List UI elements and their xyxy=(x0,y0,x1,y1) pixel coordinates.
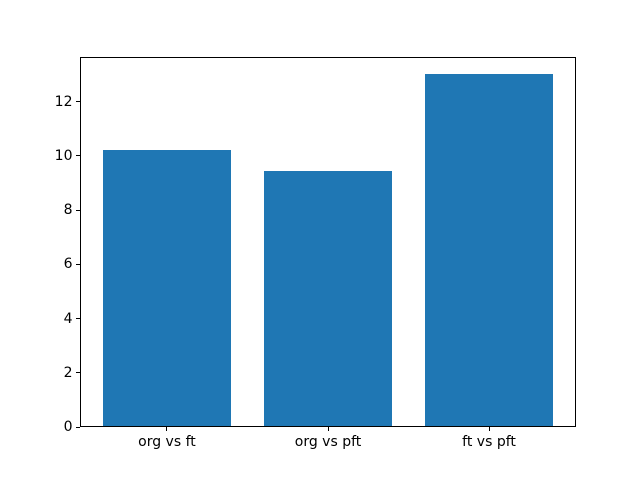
plot-area xyxy=(80,57,576,427)
y-tick-label: 2 xyxy=(63,364,73,381)
y-tick-mark xyxy=(76,318,80,320)
y-tick-mark xyxy=(76,155,80,157)
bar-org-vs-pft xyxy=(263,171,393,426)
bar-ft-vs-pft xyxy=(424,73,554,426)
x-tick-label: org vs pft xyxy=(294,434,362,450)
y-tick-label: 0 xyxy=(63,419,73,435)
x-tick-label: ft vs pft xyxy=(462,434,516,450)
x-tick-mark xyxy=(488,427,490,431)
y-tick-mark xyxy=(76,263,80,265)
bar-org-vs-ft xyxy=(102,149,232,426)
y-tick-mark xyxy=(76,372,80,374)
x-tick-label: org vs ft xyxy=(138,434,196,450)
x-tick-mark xyxy=(166,427,168,431)
y-tick-label: 4 xyxy=(63,310,73,327)
y-tick-mark xyxy=(76,426,80,428)
x-tick-mark xyxy=(327,427,329,431)
y-tick-label: 6 xyxy=(63,256,73,273)
y-tick-label: 8 xyxy=(63,202,73,219)
y-tick-label: 10 xyxy=(54,147,73,164)
y-tick-label: 12 xyxy=(54,93,73,110)
y-tick-mark xyxy=(76,101,80,103)
y-tick-mark xyxy=(76,209,80,211)
